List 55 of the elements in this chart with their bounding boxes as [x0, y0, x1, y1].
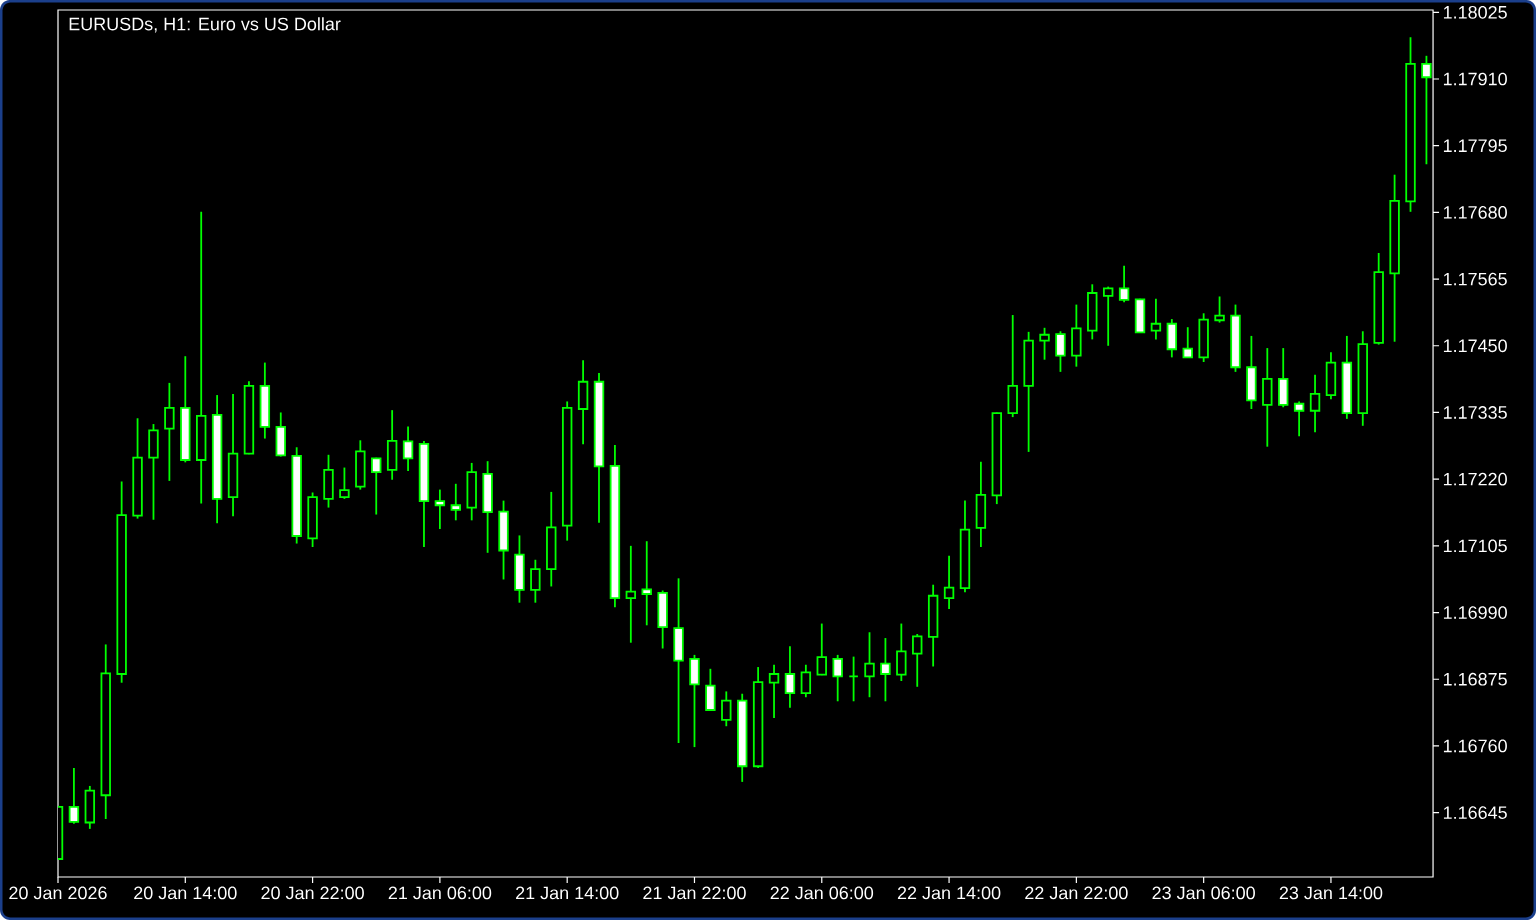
candlestick: [68, 767, 80, 825]
y-tick-label: 1.17795: [1443, 139, 1507, 153]
candlestick: [1039, 326, 1050, 361]
candlestick: [1150, 297, 1162, 341]
y-tick-label: 1.17565: [1443, 272, 1507, 286]
y-tick-label: 1.17335: [1443, 406, 1507, 419]
x-tick-label: 23 Jan 14:00: [1279, 886, 1383, 900]
y-tick-label: 1.17450: [1443, 339, 1507, 353]
y-tick-label: 1.17105: [1443, 539, 1507, 553]
chart-title: EURUSDs, H1: Euro vs US Dollar: [69, 17, 341, 33]
candlestick: [784, 645, 796, 709]
y-tick-label: 1.18025: [1443, 5, 1507, 19]
y-tick-label: 1.16645: [1443, 806, 1507, 819]
candlestick: [721, 690, 732, 728]
candlestick: [912, 633, 923, 688]
candlestick: [896, 622, 907, 682]
candlestick: [164, 381, 175, 482]
candlestick: [339, 466, 350, 500]
candlestick: [371, 456, 382, 516]
candlestick: [800, 663, 812, 699]
candlestick: [530, 558, 541, 604]
candlestick: [641, 540, 652, 627]
candlestick: [1102, 285, 1114, 347]
y-tick-label: 1.17680: [1443, 206, 1507, 219]
x-tick-label: 22 Jan 06:00: [770, 886, 874, 900]
candlestick: [1309, 373, 1321, 434]
y-tick-label: 1.16875: [1443, 672, 1507, 686]
x-tick-label: 20 Jan 2026: [9, 886, 107, 900]
y-tick-label: 1.17910: [1443, 72, 1507, 86]
y-tick-label: 1.17220: [1443, 472, 1507, 486]
y-tick-label: 1.16990: [1443, 606, 1507, 619]
x-tick-label: 20 Jan 14:00: [134, 886, 237, 900]
candlestick: [880, 637, 891, 703]
candlestick: [768, 663, 780, 719]
candlestick: [864, 631, 875, 699]
x-tick-label: 20 Jan 22:00: [261, 886, 364, 900]
candlestick: [1293, 400, 1305, 438]
candlestick: [402, 425, 414, 472]
candlestick: [832, 653, 843, 703]
x-tick-label: 23 Jan 06:00: [1152, 886, 1255, 900]
candlestick: [1055, 330, 1066, 373]
candlestick: [1182, 326, 1193, 359]
candlestick: [450, 482, 461, 522]
candlestick: [816, 622, 827, 677]
x-tick-label: 22 Jan 22:00: [1025, 886, 1128, 900]
x-tick-label: 21 Jan 22:00: [643, 886, 746, 900]
x-tick-label: 22 Jan 14:00: [897, 886, 1001, 900]
x-tick-label: 21 Jan 14:00: [516, 886, 619, 900]
candlestick: [1118, 264, 1130, 304]
x-tick-label: 21 Jan 06:00: [388, 886, 492, 900]
candlestick: [1214, 295, 1225, 324]
y-tick-label: 1.16760: [1443, 739, 1507, 753]
candlestick: [943, 554, 955, 610]
candlestick: [625, 544, 637, 644]
candlestick: [434, 488, 446, 530]
